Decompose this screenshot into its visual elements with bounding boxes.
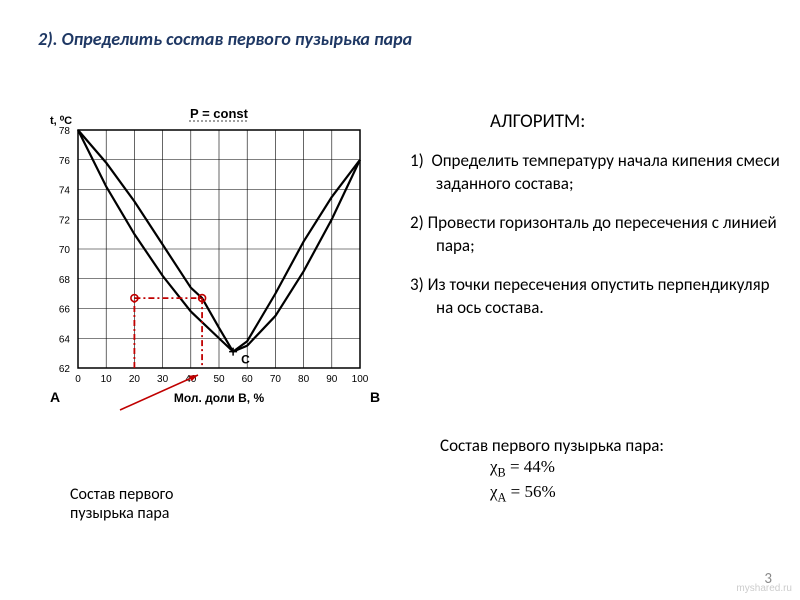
svg-text:78: 78 — [59, 126, 71, 137]
svg-text:10: 10 — [101, 374, 113, 385]
phase-diagram-chart: 0102030405060708090100626466687072747678… — [20, 100, 390, 470]
algorithm-heading: АЛГОРИТМ: — [490, 110, 585, 133]
page-title: 2). Определить состав первого пузырька п… — [38, 28, 412, 50]
svg-text:P = const: P = const — [190, 106, 249, 121]
svg-text:80: 80 — [298, 374, 310, 385]
chart-caption: Состав первогопузырька пара — [70, 485, 173, 523]
svg-text:20: 20 — [129, 374, 141, 385]
svg-text:70: 70 — [59, 245, 71, 256]
svg-text:62: 62 — [59, 364, 71, 375]
svg-text:66: 66 — [59, 305, 71, 316]
watermark: myshared.ru — [736, 583, 792, 594]
algorithm-list: 1) Определить температуру начала кипения… — [410, 150, 790, 336]
result-chi-a: χA = 56% — [440, 481, 664, 506]
algorithm-step: 3) Из точки пересечения опустить перпенд… — [410, 274, 790, 320]
svg-text:70: 70 — [270, 374, 282, 385]
caption-text: Состав первогопузырька пара — [70, 485, 173, 523]
svg-text:A: A — [50, 389, 60, 405]
svg-text:Мол. доли B, %: Мол. доли B, % — [174, 391, 265, 405]
svg-text:100: 100 — [352, 374, 369, 385]
svg-text:0: 0 — [75, 374, 81, 385]
svg-text:B: B — [370, 389, 380, 405]
svg-text:72: 72 — [59, 215, 71, 226]
result-block: Состав первого пузырька пара: χB = 44% χ… — [440, 435, 664, 506]
svg-text:74: 74 — [59, 186, 71, 197]
svg-text:t, ⁰C: t, ⁰C — [50, 115, 72, 127]
svg-text:90: 90 — [326, 374, 338, 385]
svg-text:C: C — [241, 353, 250, 367]
svg-text:68: 68 — [59, 275, 71, 286]
svg-text:60: 60 — [242, 374, 254, 385]
algorithm-step: 1) Определить температуру начала кипения… — [410, 150, 790, 196]
svg-text:30: 30 — [157, 374, 169, 385]
algorithm-step: 2) Провести горизонталь до пересечения с… — [410, 212, 790, 258]
svg-text:50: 50 — [213, 374, 225, 385]
result-heading: Состав первого пузырька пара: — [440, 435, 664, 456]
result-chi-b: χB = 44% — [440, 456, 664, 481]
svg-text:64: 64 — [59, 334, 71, 345]
svg-text:76: 76 — [59, 156, 71, 167]
